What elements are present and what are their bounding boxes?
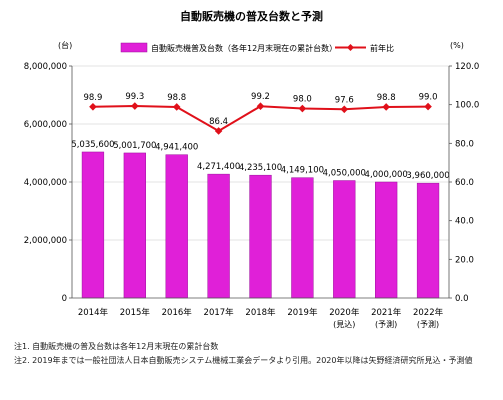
- x-tick-label: 2018年: [245, 307, 276, 318]
- bar-value-label: 4,235,100: [239, 163, 282, 173]
- legend-line-label: 前年比: [370, 43, 394, 53]
- x-tick-label: 2022年: [413, 307, 444, 318]
- bar-value-label: 4,941,400: [155, 143, 198, 153]
- left-tick-label: 4,000,000: [24, 178, 67, 188]
- bar: [333, 180, 356, 299]
- right-tick-label: 40.0: [455, 217, 474, 227]
- footnote-1: 注1. 自動販売機の普及台数は各年12月末現在の累計台数: [14, 342, 219, 351]
- bar: [123, 152, 146, 299]
- bar: [81, 151, 105, 299]
- chart-title: 自動販売機の普及台数と予測: [180, 9, 323, 23]
- left-tick-label: 8,000,000: [24, 62, 67, 72]
- ratio-value-label: 99.0: [419, 93, 438, 103]
- bar: [291, 177, 314, 299]
- ratio-value-label: 98.0: [293, 95, 312, 105]
- legend-bar-swatch: [120, 42, 148, 53]
- bar-value-label: 4,271,400: [197, 162, 240, 172]
- right-tick-label: 20.0: [455, 255, 474, 265]
- left-tick-label: 6,000,000: [24, 120, 67, 130]
- axes: 0 2,000,000 4,000,000 6,000,000 8,000,000 0.0…: [24, 62, 480, 329]
- bar: [375, 181, 398, 299]
- ratio-marker: [89, 102, 97, 111]
- ratio-value-label: 99.2: [251, 92, 270, 102]
- ratio-value-label: 98.8: [167, 93, 186, 103]
- ratio-marker: [298, 104, 307, 113]
- ratio-value-label: 86.4: [209, 117, 228, 127]
- bar-value-label: 4,000,000: [365, 170, 408, 180]
- ratio-value-label: 99.3: [125, 92, 144, 102]
- ratio-marker: [131, 102, 139, 110]
- bar-value-label: 5,035,600: [71, 140, 114, 150]
- bars: [81, 151, 440, 299]
- legend: 自動販売機普及台数（各年12月末現在の累計台数） 前年比: [120, 42, 394, 53]
- ratio-line: [89, 102, 432, 135]
- ratio-value-label: 98.9: [83, 93, 102, 103]
- left-tick-label: 2,000,000: [24, 236, 67, 246]
- x-tick-label: 2019年: [287, 307, 318, 318]
- footnote-2: 注2. 2019年までは一般社団法人日本自動販売システム機械工業会データより引用…: [14, 356, 473, 365]
- x-tick-sublabel: (予測): [375, 319, 397, 329]
- ratio-marker: [382, 103, 390, 111]
- footnotes: 注1. 自動販売機の普及台数は各年12月末現在の累計台数 注2. 2019年まで…: [14, 340, 494, 368]
- right-tick-label: 0.0: [455, 294, 469, 304]
- right-tick-label: 60.0: [455, 178, 474, 188]
- bar-value-label: 3,960,000: [406, 171, 449, 181]
- x-tick-sublabel: (見込): [333, 320, 355, 329]
- bar: [249, 174, 272, 299]
- bar-value-label: 4,149,100: [281, 166, 324, 176]
- ratio-marker: [256, 102, 265, 111]
- x-tick-label: 2020年: [329, 307, 360, 318]
- right-tick-label: 120.0: [455, 62, 479, 72]
- ratio-marker: [214, 127, 223, 135]
- ratio-value-label: 97.6: [335, 95, 354, 105]
- x-tick-label: 2015年: [120, 307, 151, 318]
- ratio-marker: [424, 102, 432, 111]
- bar: [416, 182, 440, 299]
- bar: [207, 173, 230, 299]
- legend-bar-label: 自動販売機普及台数（各年12月末現在の累計台数）: [151, 43, 337, 53]
- x-tick-label: 2017年: [204, 307, 235, 318]
- left-tick-label: 0: [62, 294, 67, 304]
- ratio-marker: [340, 105, 349, 114]
- bar: [165, 154, 188, 299]
- ratio-value-label: 98.8: [377, 93, 396, 103]
- bar-value-label: 5,001,700: [113, 141, 156, 151]
- x-tick-label: 2021年: [371, 307, 402, 318]
- right-tick-label: 100.0: [455, 101, 479, 111]
- ratio-marker: [172, 103, 181, 111]
- right-axis-unit: (%): [450, 41, 464, 50]
- right-tick-label: 80.0: [455, 139, 474, 149]
- legend-line-marker: [347, 44, 354, 51]
- left-axis-unit: (台): [58, 40, 72, 50]
- x-tick-label: 2016年: [162, 307, 193, 318]
- x-tick-sublabel: (予測): [417, 319, 439, 329]
- x-tick-label: 2014年: [78, 307, 109, 318]
- bar-value-label: 4,050,000: [323, 169, 366, 179]
